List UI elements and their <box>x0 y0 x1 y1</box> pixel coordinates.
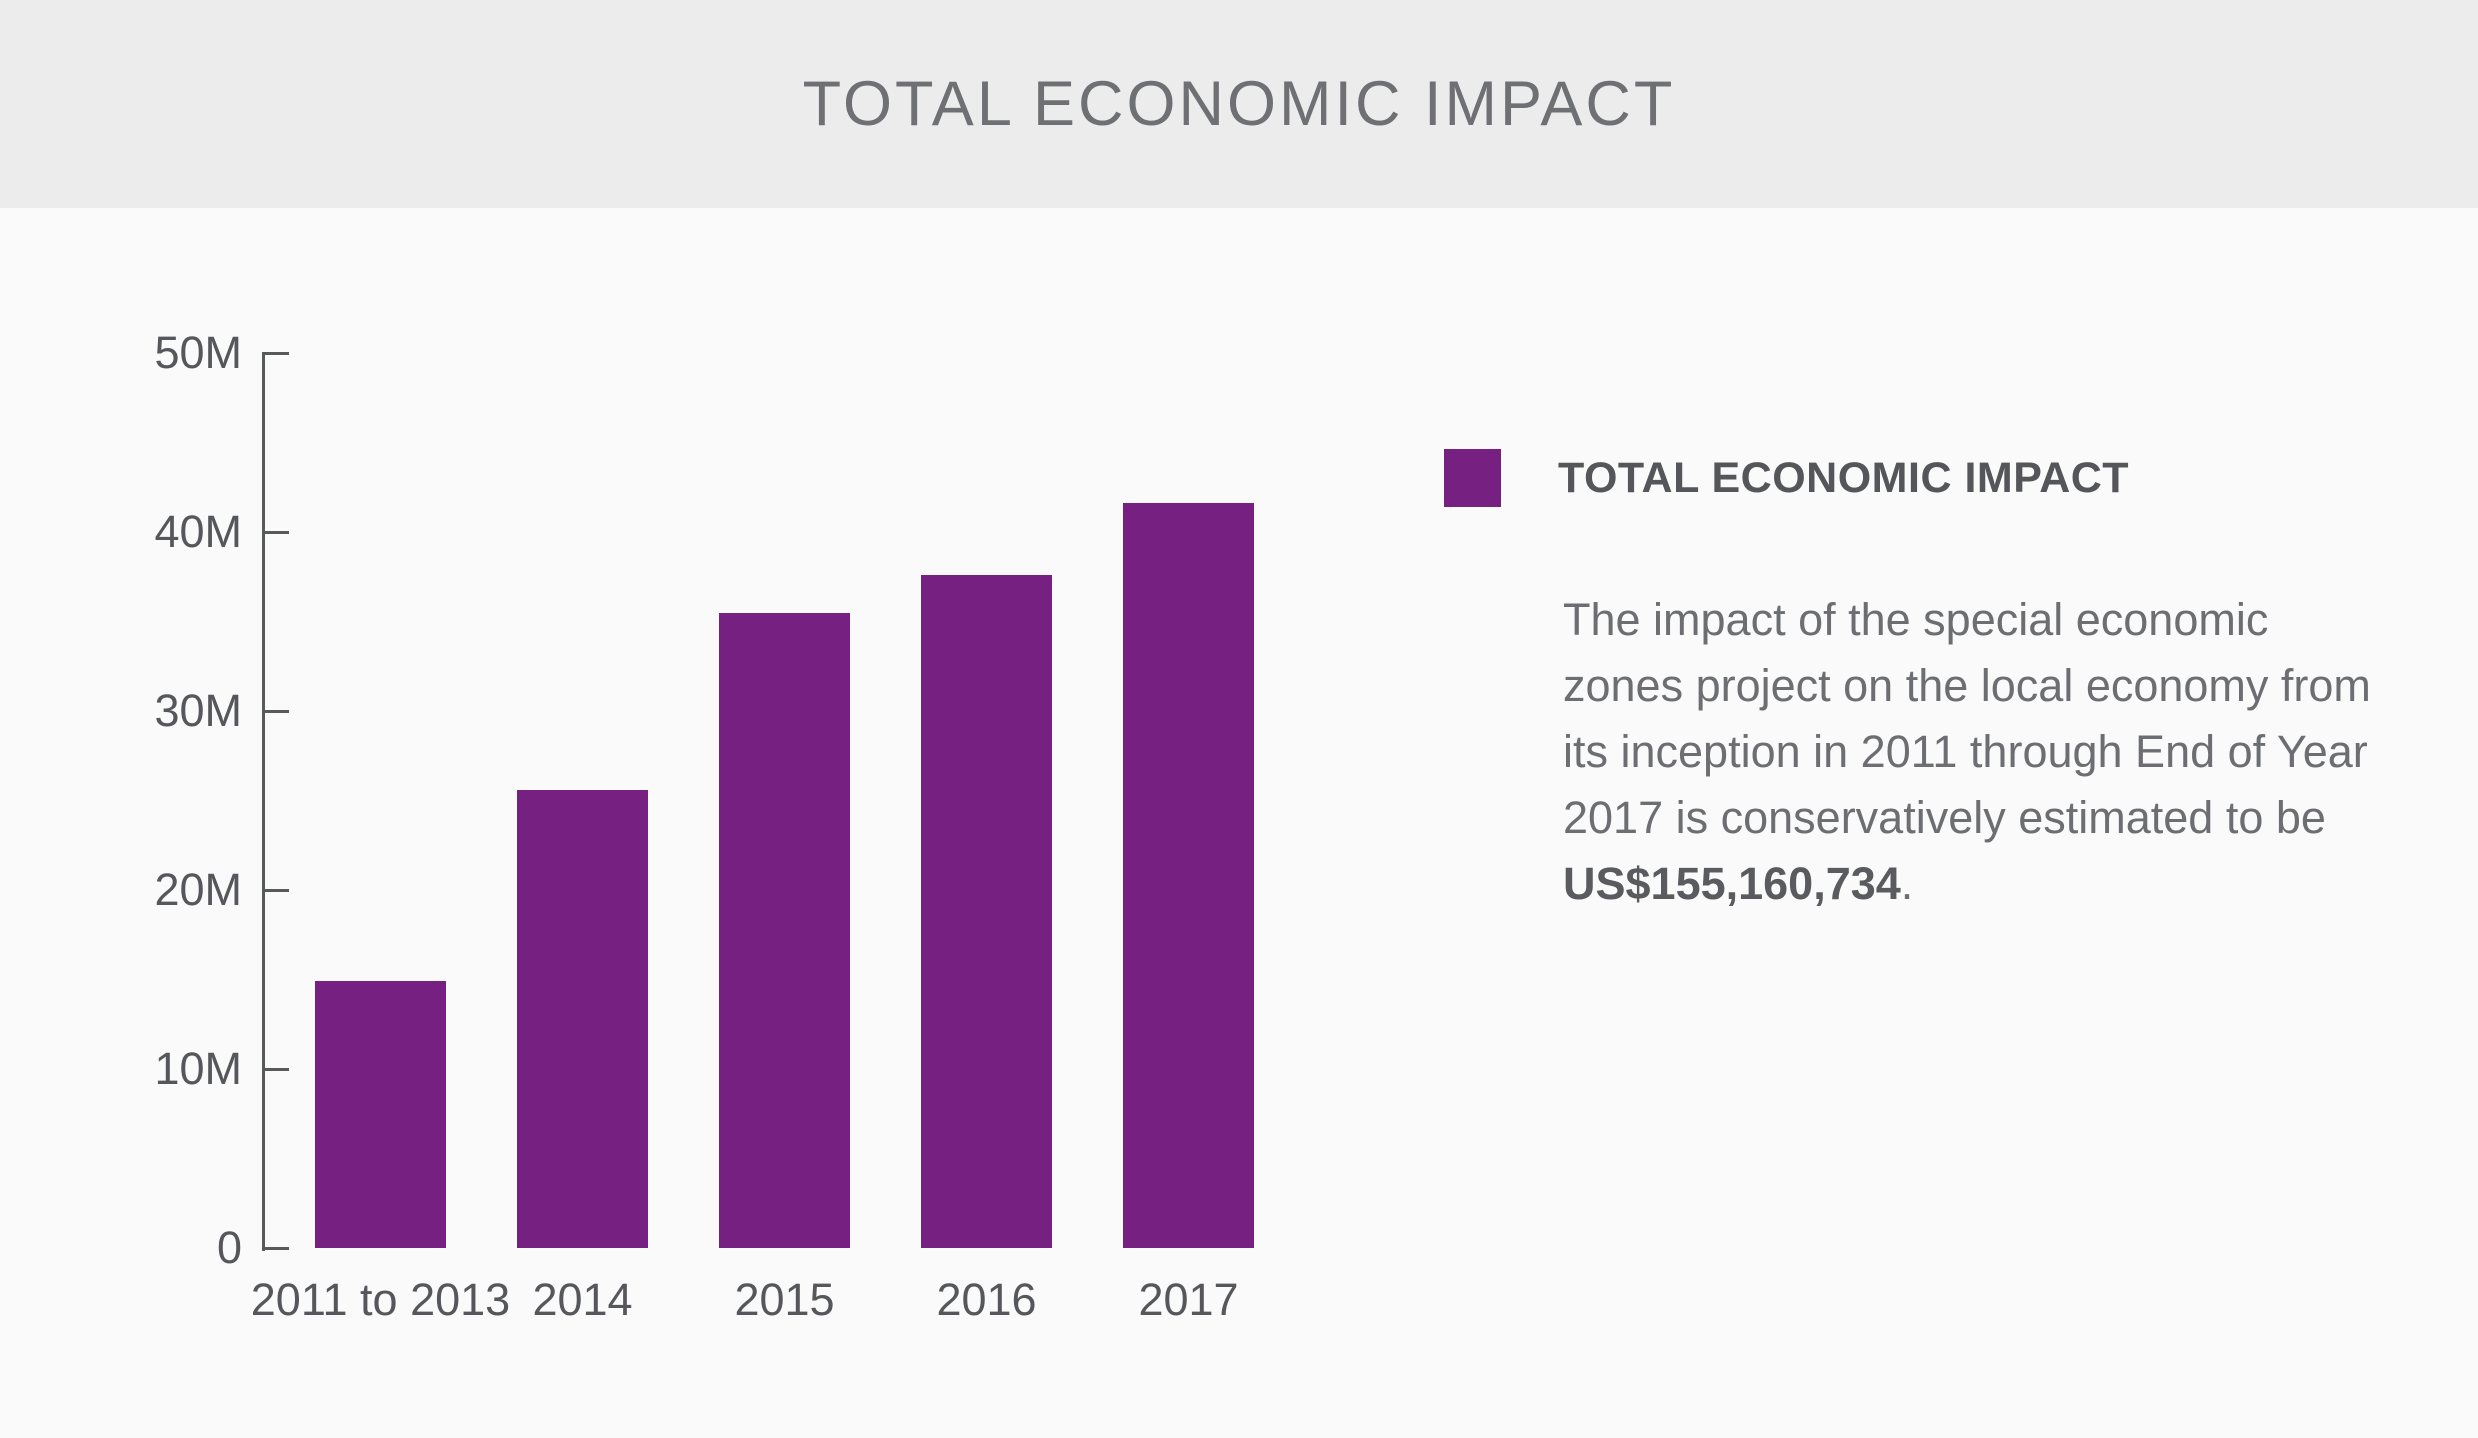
legend-swatch <box>1444 449 1501 507</box>
y-axis-line <box>262 353 265 1251</box>
plot-area: 0 10M 20M 30M 40M 50M 2011 to 2013 2014 2015 2016… <box>154 327 1462 1325</box>
y-tick-30M <box>262 709 289 713</box>
bar-2015 <box>719 612 850 1248</box>
y-tick-50M <box>262 351 289 355</box>
y-tick-label-20M: 20M <box>154 864 242 915</box>
legend-total-amount: US$155,160,734 <box>1563 858 1901 909</box>
bar-2017 <box>1123 503 1254 1248</box>
x-label-2011-to-2013: 2011 to 2013 <box>250 1274 511 1325</box>
legend-description-text: The impact of the special economic zones… <box>1563 594 2371 843</box>
y-tick-label-10M: 10M <box>154 1043 242 1094</box>
legend-title: TOTAL ECONOMIC IMPACT <box>1558 453 2130 502</box>
y-tick-label-50M: 50M <box>154 327 242 378</box>
header-band: TOTAL ECONOMIC IMPACT <box>0 0 2478 208</box>
legend-description-period: . <box>1900 858 1914 909</box>
y-tick-label-0: 0 <box>216 1222 242 1273</box>
y-tick-20M <box>262 888 289 892</box>
y-tick-label-30M: 30M <box>154 685 242 736</box>
legend-row: TOTAL ECONOMIC IMPACT <box>1444 449 2384 507</box>
bar-2016 <box>921 574 1052 1248</box>
bar-2014 <box>517 789 648 1248</box>
x-label-2015: 2015 <box>734 1274 835 1325</box>
y-tick-40M <box>262 530 289 534</box>
legend-description: The impact of the special economic zones… <box>1563 587 2403 917</box>
y-tick-10M <box>262 1067 289 1071</box>
y-tick-0 <box>262 1246 289 1250</box>
x-label-2017: 2017 <box>1138 1274 1239 1325</box>
x-label-2014: 2014 <box>532 1274 633 1325</box>
y-tick-label-40M: 40M <box>154 506 242 557</box>
x-label-2016: 2016 <box>936 1274 1037 1325</box>
page-title: TOTAL ECONOMIC IMPACT <box>802 69 1676 139</box>
bar-2011-to-2013 <box>315 981 446 1248</box>
legend: TOTAL ECONOMIC IMPACT The impact of the … <box>1444 449 2384 917</box>
